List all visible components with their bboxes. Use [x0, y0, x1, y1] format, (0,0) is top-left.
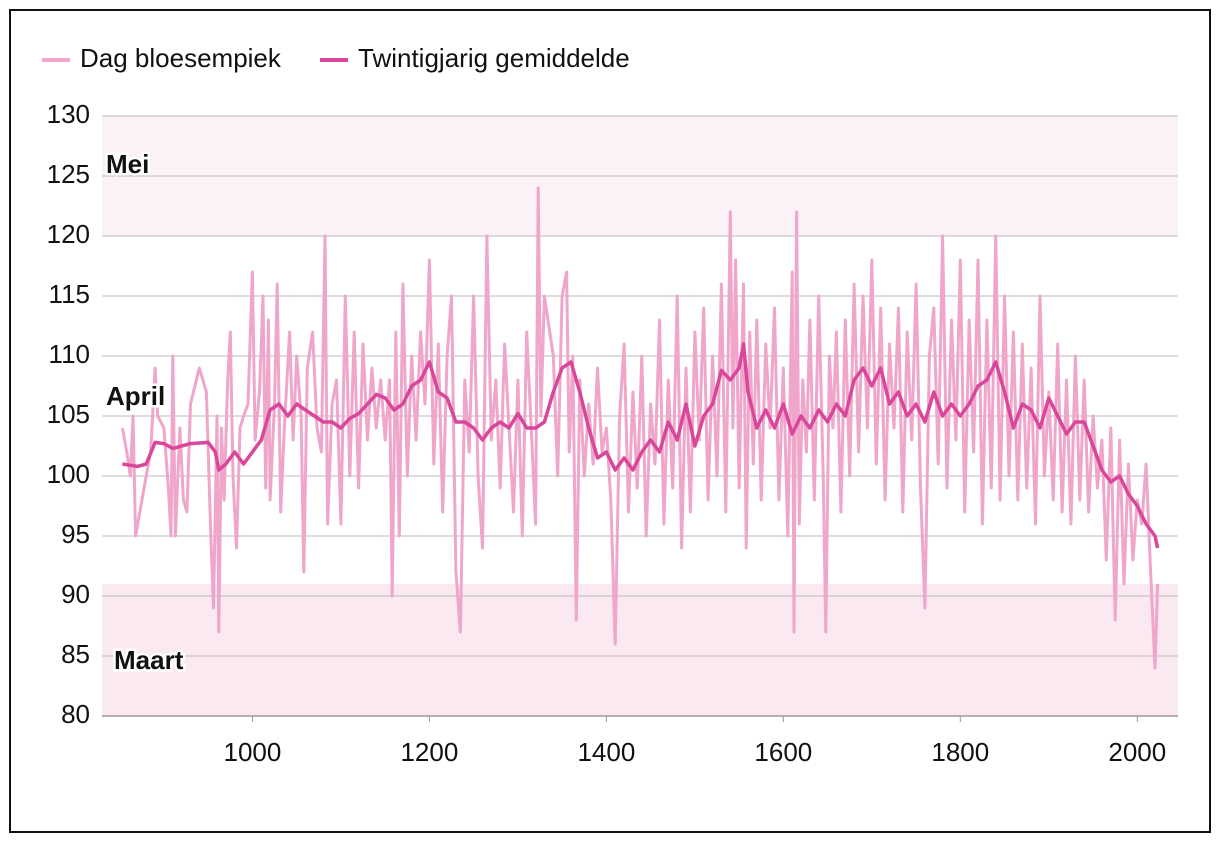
series-line [120, 186, 1160, 670]
y-tick-label: 115 [49, 279, 90, 309]
y-tick-label: 90 [61, 579, 90, 609]
y-tick-label: 105 [47, 399, 90, 429]
y-tick-label: 85 [61, 639, 90, 669]
region [102, 584, 1178, 716]
x-tick-label: 1200 [400, 737, 458, 767]
x-tick-label: 1400 [577, 737, 635, 767]
y-tick-label: 120 [47, 219, 90, 249]
y-tick-label: 125 [47, 159, 90, 189]
annotation: April [106, 381, 165, 411]
y-tick-label: 80 [61, 699, 90, 729]
y-tick-label: 100 [47, 459, 90, 489]
x-tick-label: 1800 [931, 737, 989, 767]
legend-label: Twintigjarig gemiddelde [358, 43, 630, 73]
region-label: Mei [106, 149, 149, 179]
legend-label: Dag bloesempiek [80, 43, 282, 73]
y-tick-label: 130 [47, 99, 90, 129]
y-tick-label: 95 [61, 519, 90, 549]
series-line [122, 342, 1160, 549]
x-tick-label: 2000 [1108, 737, 1166, 767]
x-tick-label: 1000 [224, 737, 282, 767]
region-label: Maart [114, 645, 184, 675]
y-tick-label: 110 [49, 339, 90, 369]
x-tick-label: 1600 [754, 737, 812, 767]
